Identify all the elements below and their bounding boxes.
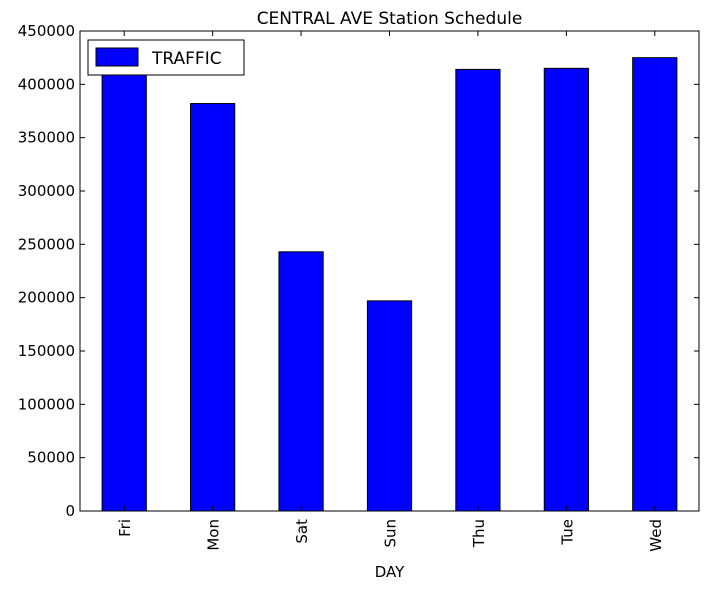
x-tick-label: Sun — [382, 519, 400, 548]
y-tick-label: 450000 — [18, 22, 75, 40]
x-axis: Fri Mon Sat Sun Thu Tue Wed — [116, 31, 665, 552]
bar-fri — [101, 73, 147, 512]
x-tick-label: Mon — [205, 519, 223, 551]
legend: TRAFFIC — [87, 39, 245, 76]
y-tick-label: 50000 — [27, 449, 75, 467]
bar-wed — [632, 57, 678, 512]
x-tick-label: Sat — [293, 519, 311, 544]
bar-thu — [455, 68, 501, 512]
y-axis: 0 50000 100000 150000 200000 250000 300000 3500… — [18, 22, 699, 520]
x-tick-label: Thu — [470, 519, 488, 548]
bar-sun — [366, 300, 413, 512]
legend-swatch — [95, 47, 139, 67]
bar-sat — [278, 251, 324, 512]
x-tick-label: Fri — [116, 519, 134, 537]
y-tick-label: 150000 — [18, 342, 75, 360]
y-tick-label: 400000 — [18, 75, 75, 93]
x-tick-label: Wed — [647, 519, 665, 552]
y-tick-label: 0 — [65, 502, 75, 520]
y-tick-label: 300000 — [18, 182, 75, 200]
y-tick-label: 250000 — [18, 235, 75, 253]
bars-group — [101, 57, 678, 512]
y-tick-label: 200000 — [18, 289, 75, 307]
x-tick-label: Tue — [558, 519, 576, 546]
chart-title: CENTRAL AVE Station Schedule — [257, 9, 523, 29]
bar-mon — [190, 103, 236, 512]
bar-tue — [543, 67, 589, 512]
y-tick-label: 100000 — [18, 395, 75, 413]
legend-label: TRAFFIC — [151, 49, 222, 69]
x-axis-label: DAY — [375, 563, 405, 581]
plot-frame — [79, 30, 700, 512]
y-tick-label: 350000 — [18, 129, 75, 147]
